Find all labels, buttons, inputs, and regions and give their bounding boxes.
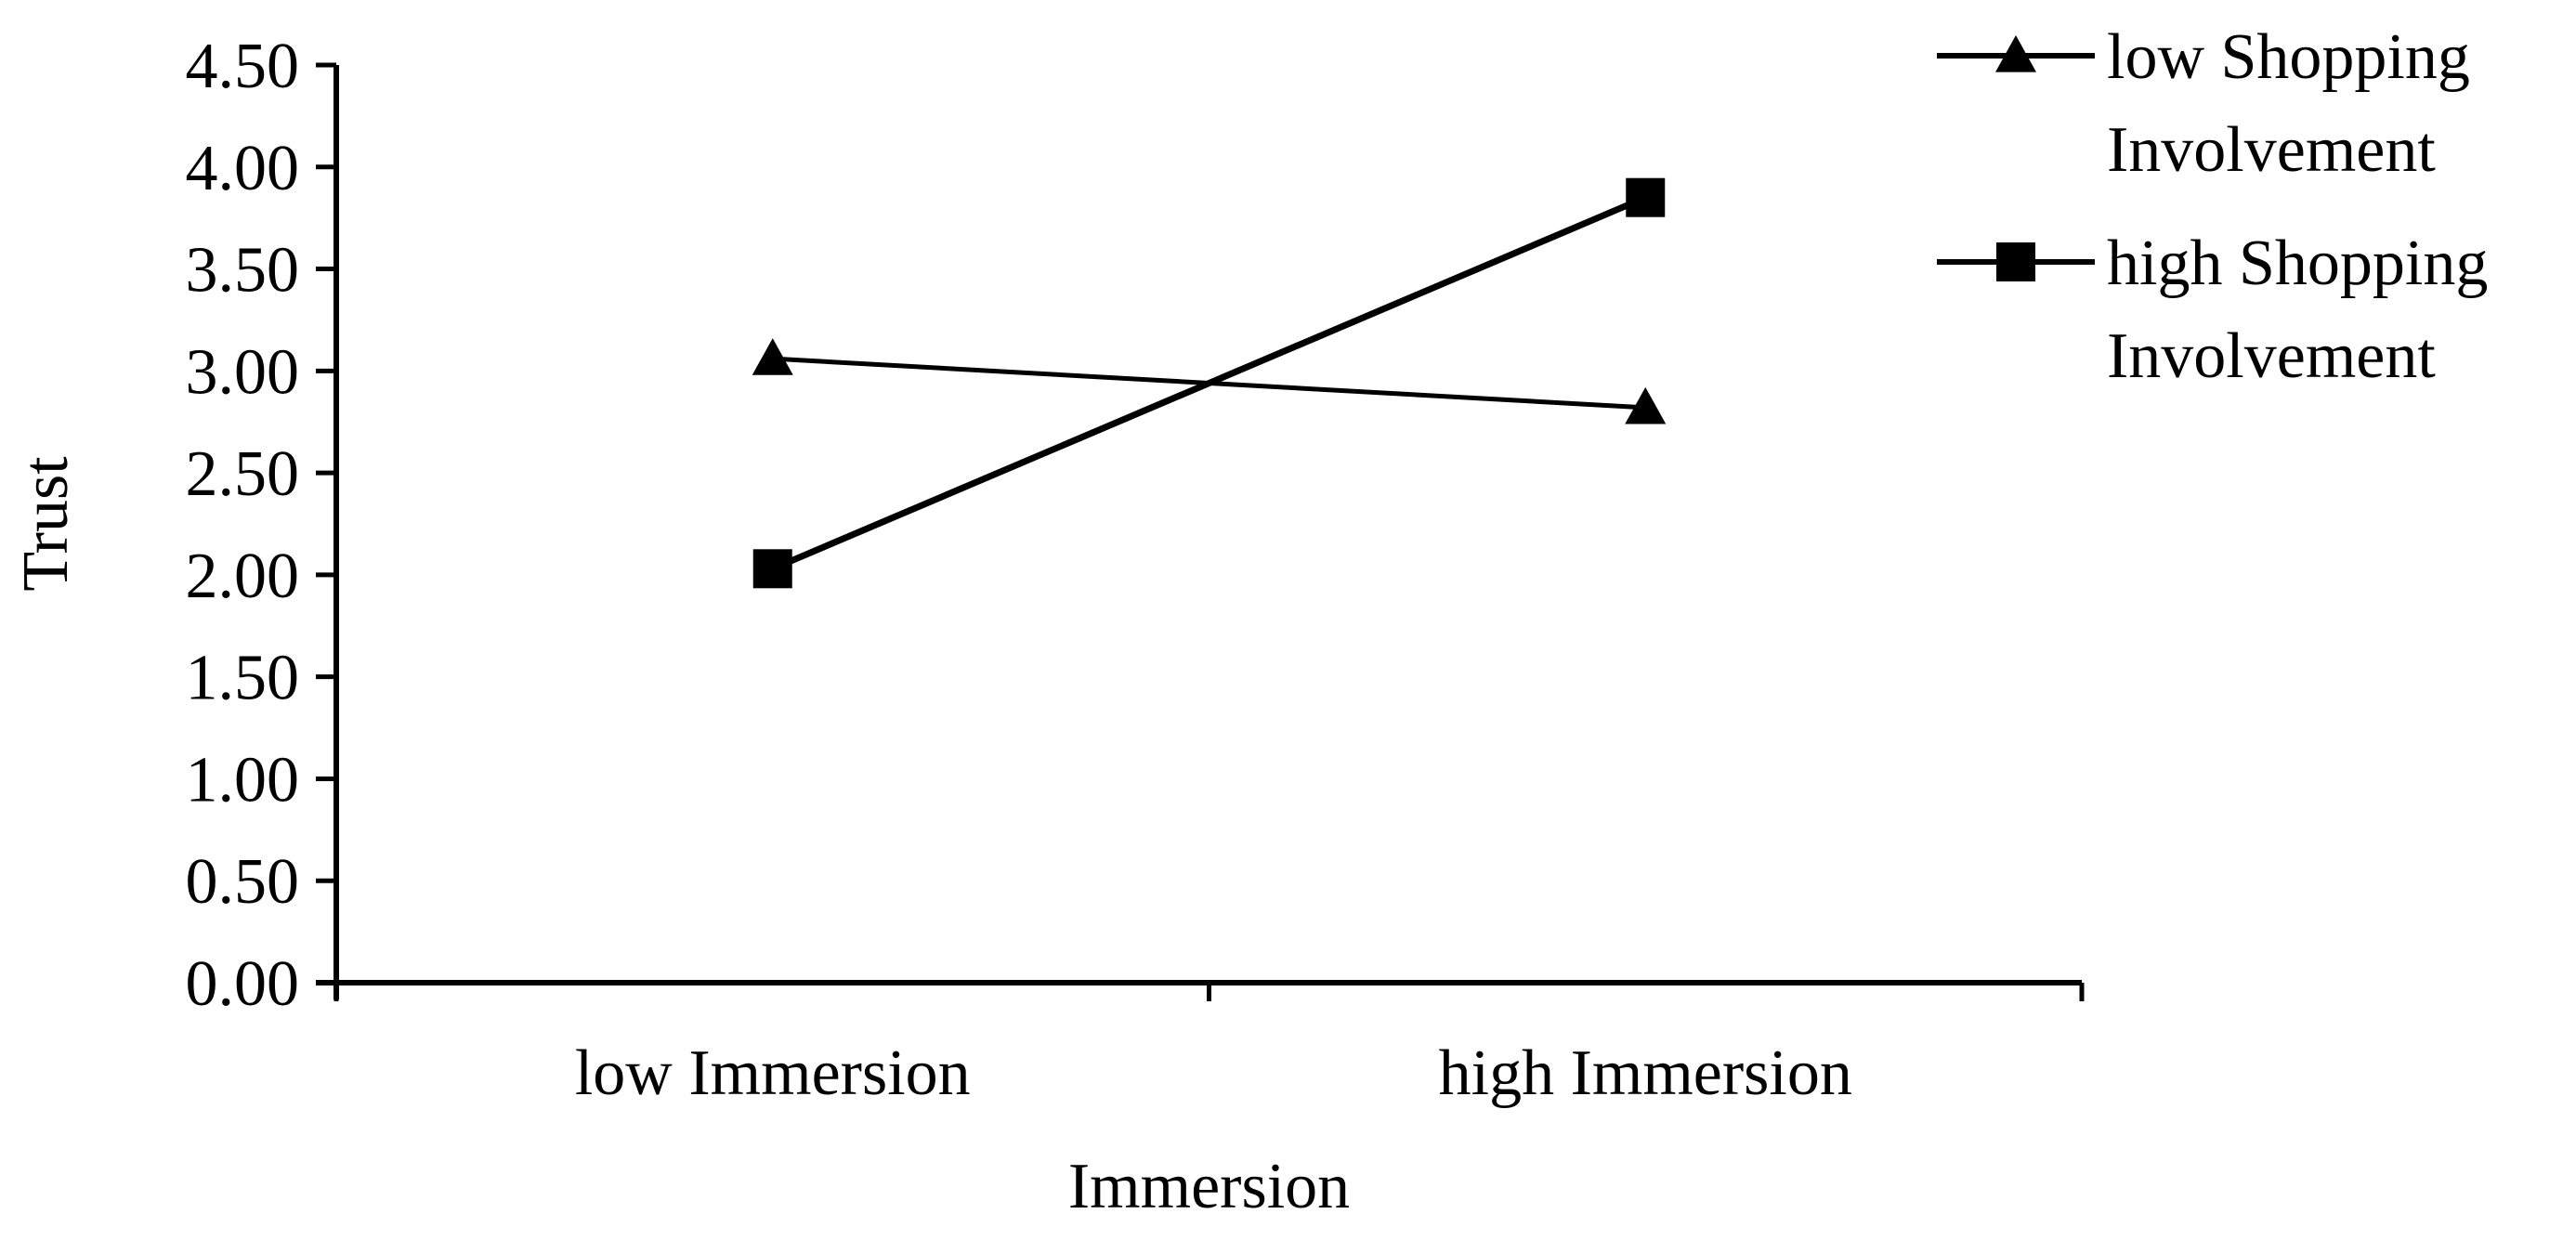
y-tick-label: 2.00 (186, 541, 300, 612)
legend-label: Involvement (2107, 114, 2436, 186)
x-tick-label: low Immersion (575, 1038, 971, 1109)
y-tick-label: 3.50 (186, 235, 300, 307)
legend-marker-square (1996, 242, 2035, 281)
y-tick-label: 0.00 (186, 948, 300, 1020)
y-tick-label: 2.50 (186, 438, 300, 510)
series-lines (771, 194, 1647, 572)
legend-item: low Shopping Involvement (1937, 21, 2470, 186)
x-ticks: low Immersion high Immersion (333, 983, 2085, 1109)
legend: low Shopping Involvement high Shopping Invo… (1937, 21, 2488, 392)
legend-marker-triangle (1995, 35, 2036, 72)
y-tick-label: 3.00 (186, 336, 300, 408)
x-axis-title: Immersion (1068, 1151, 1350, 1222)
legend-label: low Shopping (2107, 21, 2470, 93)
y-tick-label: 4.00 (186, 133, 300, 204)
y-tick-label: 1.50 (186, 643, 300, 714)
series-markers (752, 177, 1667, 589)
legend-item: high Shopping Involvement (1937, 228, 2488, 392)
data-point-square (1626, 177, 1666, 217)
data-point-triangle (752, 338, 793, 375)
legend-label: high Shopping (2107, 228, 2488, 299)
y-ticks: 0.00 0.50 1.00 1.50 2.00 2.50 3.00 3.50 4.00 4.50 (186, 31, 336, 1020)
y-tick-label: 0.50 (186, 846, 300, 918)
data-point-triangle (1625, 386, 1667, 424)
data-point-square (752, 549, 792, 589)
series-line-square (771, 194, 1647, 572)
y-tick-label: 1.00 (186, 744, 300, 816)
legend-label: Involvement (2107, 320, 2436, 392)
y-axis-title: Trust (10, 456, 82, 592)
x-tick-label: high Immersion (1439, 1038, 1852, 1109)
y-tick-label: 4.50 (186, 31, 300, 102)
